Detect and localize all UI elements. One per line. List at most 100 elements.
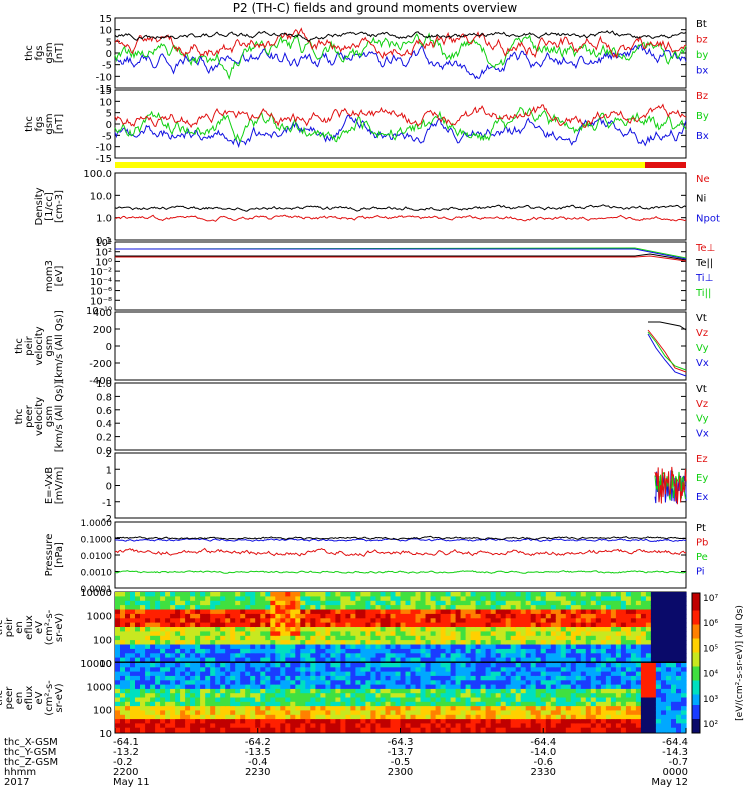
spectro-cell xyxy=(540,609,547,615)
spectro-cell xyxy=(275,640,281,646)
spectro-cell xyxy=(530,609,537,615)
spectro-cell xyxy=(565,600,572,606)
spectro-cell xyxy=(645,710,652,716)
spectro-cell xyxy=(610,622,617,628)
spectro-cell xyxy=(485,693,492,699)
spectro-cell xyxy=(125,663,131,668)
spectro-cell xyxy=(505,667,512,673)
spectro-cell xyxy=(320,663,326,668)
spectro-cell xyxy=(200,701,206,707)
spectro-cell xyxy=(315,701,321,707)
spectro-cell xyxy=(200,653,206,659)
spectro-cell xyxy=(395,684,402,690)
spectro-cell xyxy=(340,701,346,707)
spectro-cell xyxy=(405,680,412,686)
spectro-cell xyxy=(230,727,236,733)
spectro-cell xyxy=(295,671,301,677)
spectro-cell xyxy=(505,714,512,720)
spectro-cell xyxy=(200,663,206,668)
x-tick-label: 2230 xyxy=(245,767,270,778)
spectro-cell xyxy=(300,648,306,654)
spectro-cell xyxy=(395,648,402,654)
spectro-cell xyxy=(295,688,301,694)
spectro-cell xyxy=(676,653,682,659)
spectro-cell xyxy=(545,701,552,707)
panel-frame xyxy=(114,241,687,311)
spectro-cell xyxy=(365,714,371,720)
spectro-cell xyxy=(205,688,211,694)
legend-ey: Ey xyxy=(696,473,708,484)
spectro-cell xyxy=(255,688,261,694)
spectro-cell xyxy=(175,622,181,628)
spectro-cell xyxy=(205,723,211,729)
y-axis-label: mom3[eV] xyxy=(44,260,65,292)
spectro-cell xyxy=(575,609,582,615)
x-tick-label: May 11 xyxy=(113,777,150,788)
spectro-cell xyxy=(580,723,587,729)
spectro-cell xyxy=(160,640,166,646)
spectro-cell xyxy=(415,600,422,606)
spectro-cell xyxy=(150,723,156,729)
spectro-cell xyxy=(220,627,226,632)
spectro-cell xyxy=(325,684,331,690)
spectro-cell xyxy=(435,693,442,699)
spectro-cell xyxy=(285,714,291,720)
spectro-cell xyxy=(415,727,422,733)
spectro-cell xyxy=(330,653,336,659)
spectro-cell xyxy=(210,684,216,690)
spectro-cell xyxy=(430,592,437,597)
spectro-cell xyxy=(445,719,452,724)
spectro-cell xyxy=(135,640,141,646)
spectro-cell xyxy=(635,723,642,729)
spectro-cell xyxy=(590,627,597,632)
spectro-cell xyxy=(330,701,336,707)
panel-frame xyxy=(114,382,687,451)
spectro-cell xyxy=(650,592,657,597)
spectro-cell xyxy=(130,627,136,632)
spectro-cell xyxy=(661,631,667,637)
spectro-cell xyxy=(570,719,577,724)
spectro-cell xyxy=(200,706,206,711)
spectro-cell xyxy=(565,657,572,663)
spectro-cell xyxy=(585,613,592,619)
spectro-cell xyxy=(365,710,371,716)
spectro-cell xyxy=(485,663,492,668)
spectro-cell xyxy=(180,592,186,597)
spectro-cell xyxy=(260,618,266,624)
spectro-cell xyxy=(465,693,472,699)
spectro-cell xyxy=(165,693,171,699)
spectro-cell xyxy=(360,714,366,720)
spectro-cell xyxy=(485,609,492,615)
spectro-cell xyxy=(620,648,627,654)
spectro-cell xyxy=(615,671,622,677)
spectro-cell xyxy=(480,680,487,686)
spectro-cell xyxy=(405,653,412,659)
spectro-cell xyxy=(540,688,547,694)
spectro-cell xyxy=(420,680,427,686)
spectro-cell xyxy=(255,644,261,650)
spectro-cell xyxy=(450,648,457,654)
spectro-cell xyxy=(575,701,582,707)
spectro-cell xyxy=(215,622,221,628)
spectro-cell xyxy=(465,680,472,686)
spectro-cell xyxy=(625,693,632,699)
spectro-cell xyxy=(661,706,667,711)
spectro-cell xyxy=(170,627,176,632)
spectro-cell xyxy=(325,671,331,677)
spectro-cell xyxy=(425,618,432,624)
spectro-cell xyxy=(250,627,256,632)
legend-pi: Pi xyxy=(696,567,705,578)
legend-te: Te|| xyxy=(695,258,713,269)
y-tick-label: 0 xyxy=(106,342,112,353)
spectro-cell xyxy=(125,727,131,733)
x-tick-label: 2300 xyxy=(388,767,413,778)
spectro-cell xyxy=(245,605,251,611)
spectro-cell xyxy=(485,714,492,720)
spectro-cell xyxy=(185,631,191,637)
spectro-cell xyxy=(495,706,502,711)
spectro-cell xyxy=(515,605,522,611)
spectro-cell xyxy=(395,693,402,699)
spectro-cell xyxy=(365,631,371,637)
spectro-cell xyxy=(450,663,457,668)
spectro-cell xyxy=(555,688,562,694)
